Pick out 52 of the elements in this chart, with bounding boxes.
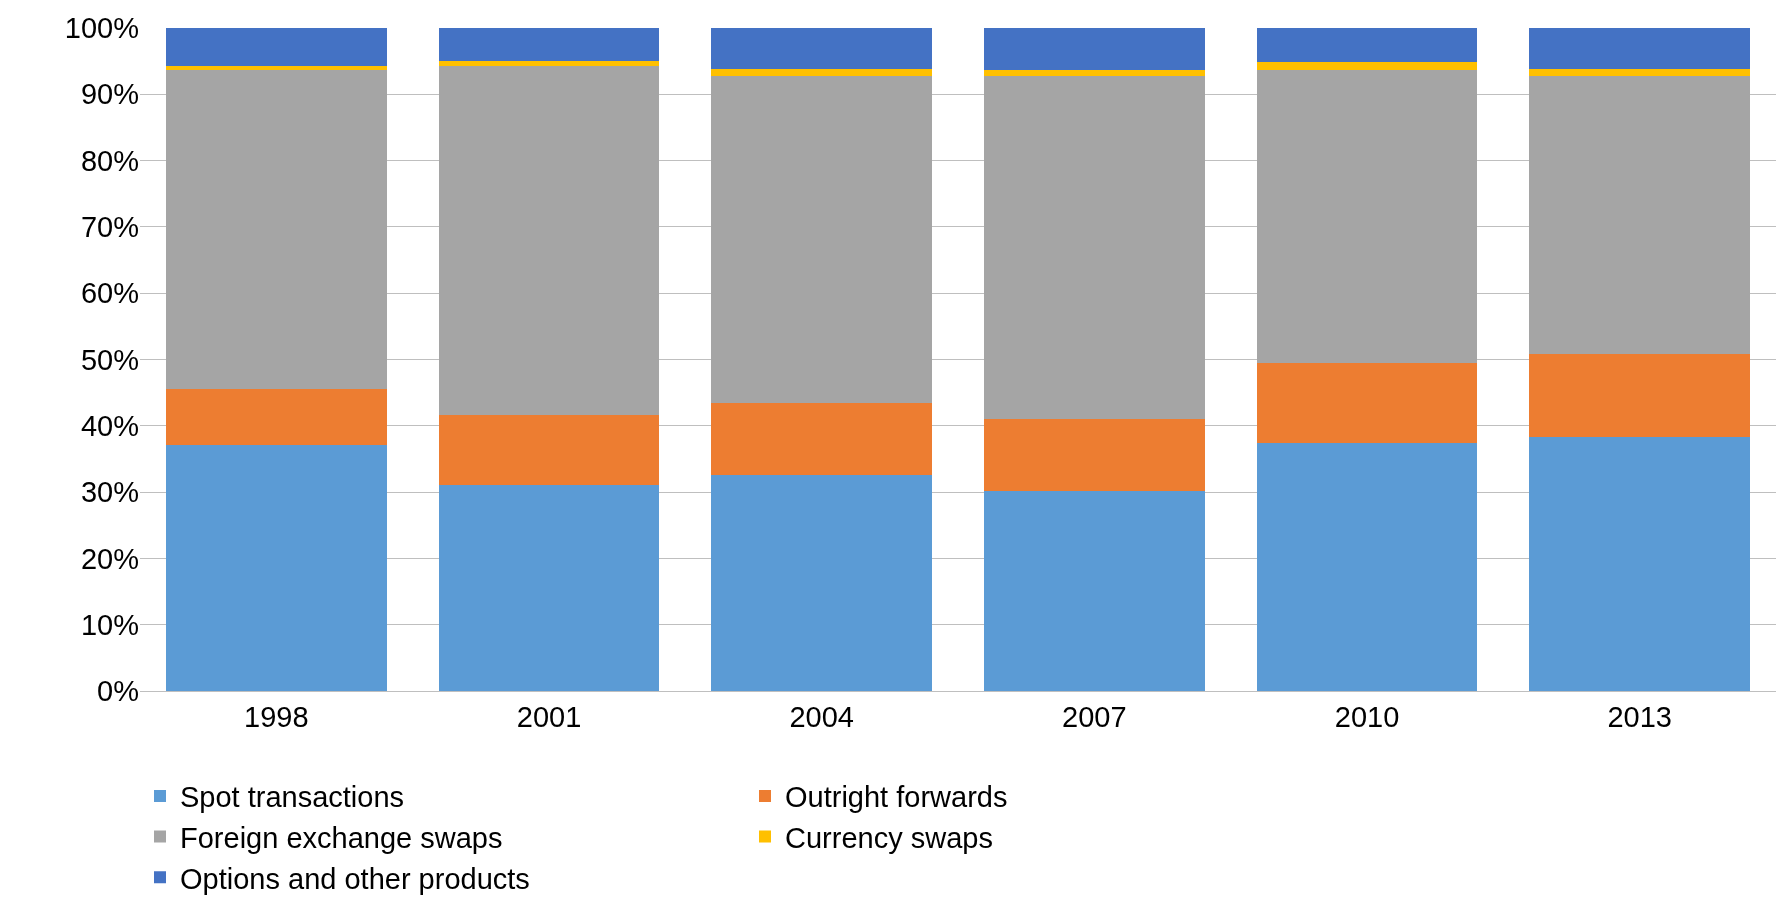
y-tick-label: 100% [64,12,139,45]
bar [1256,62,1478,70]
bar [1529,437,1751,691]
bar [438,61,660,66]
y-tick-label: 20% [80,542,139,575]
bar [165,388,387,446]
x-tick-label: 1998 [244,700,309,733]
bar [1256,28,1478,63]
y-tick-label: 10% [80,608,139,641]
x-tick-label: 2010 [1334,700,1400,733]
x-tick-label: 2007 [1062,700,1127,733]
bar [983,491,1205,691]
bar [1529,28,1751,70]
bar [1529,76,1751,354]
y-tick-label: 60% [80,277,139,310]
bar [438,415,660,485]
bar [1256,443,1478,691]
legend-label: Outright forwards [785,781,1008,814]
y-tick-label: 80% [80,144,139,177]
bar [438,28,660,62]
bar [1529,69,1751,77]
legend-label: Options and other products [180,862,530,895]
y-tick-label: 70% [80,211,139,244]
legend-label: Currency swaps [785,821,993,854]
bar [165,69,387,389]
y-tick-label: 90% [80,78,139,111]
y-tick-label: 0% [97,675,139,708]
y-tick-label: 50% [80,343,139,376]
legend-label: Foreign exchange swaps [180,821,503,854]
y-tick-label: 30% [80,476,139,509]
x-tick-label: 2013 [1607,700,1672,733]
bar [1256,363,1478,444]
bar [1256,69,1478,364]
bar [711,28,933,70]
bar [165,65,387,70]
bar [711,474,933,691]
legend-label: Spot transactions [180,781,405,814]
bar [711,403,933,475]
bar [438,65,660,416]
bar [983,76,1205,419]
bar [165,445,387,691]
bar [983,28,1205,70]
bar [1529,353,1751,438]
bar [711,76,933,404]
bar [983,69,1205,77]
bar [165,28,387,66]
bar [438,484,660,691]
x-tick-label: 2004 [789,700,854,733]
bar [711,69,933,77]
x-tick-label: 2001 [516,700,582,733]
y-tick-label: 40% [80,409,139,442]
bar [983,418,1205,492]
